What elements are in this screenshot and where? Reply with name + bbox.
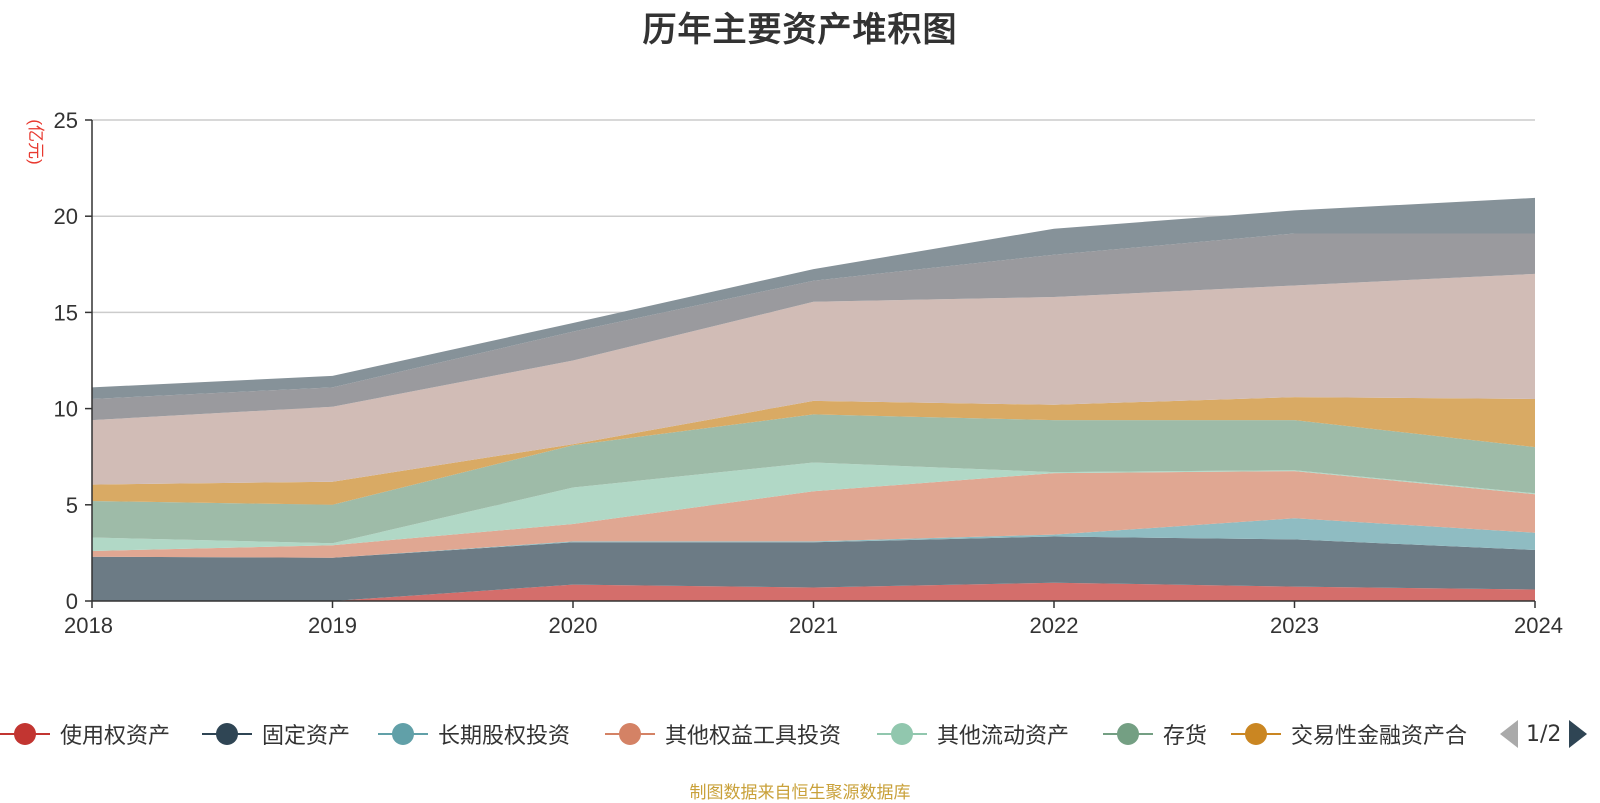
legend-marker-icon <box>605 714 655 754</box>
legend-item[interactable]: 交易性金融资产合 <box>1231 714 1467 754</box>
y-tick-label: 5 <box>66 493 78 518</box>
stacked-area-chart: 0 5 10 15 20 25 2018 2019 2020 2021 2022 2023 2024 (… <box>26 108 1563 638</box>
legend-item[interactable]: 存货 <box>1103 714 1207 754</box>
x-tick-label: 2019 <box>308 613 357 638</box>
legend-label: 交易性金融资产合 <box>1291 724 1468 749</box>
area-series-1 <box>92 582 1535 601</box>
area-series <box>92 197 1535 601</box>
legend-marker-icon <box>378 714 428 754</box>
legend-label: 存货 <box>1163 724 1208 749</box>
legend-next-page-icon[interactable] <box>1569 720 1588 748</box>
y-tick-label: 20 <box>54 204 78 229</box>
area-series-6 <box>92 414 1535 544</box>
axes: 0 5 10 15 20 25 2018 2019 2020 2021 2022 2023 2024 <box>54 108 1563 638</box>
x-tick-label: 2018 <box>64 613 113 638</box>
y-tick-label: 10 <box>54 397 78 422</box>
legend-item[interactable]: 固定资产 <box>202 714 350 754</box>
area-series-4 <box>92 471 1535 558</box>
y-tick-label: 15 <box>54 300 78 325</box>
area-series-5 <box>92 462 1535 551</box>
legend-marker-icon <box>1231 714 1281 754</box>
x-tick-label: 2023 <box>1270 613 1319 638</box>
x-tick-label: 2024 <box>1514 613 1563 638</box>
legend-marker-icon <box>202 714 252 754</box>
x-tick-label: 2022 <box>1030 613 1079 638</box>
legend-label: 使用权资产 <box>60 724 171 749</box>
area-series-10 <box>92 197 1535 399</box>
y-tick-label: 0 <box>66 589 78 614</box>
source-note: 制图数据来自恒生聚源数据库 <box>689 783 911 803</box>
area-series-8 <box>92 273 1535 485</box>
legend-prev-page-icon[interactable] <box>1500 720 1518 748</box>
legend-marker-icon <box>877 714 927 754</box>
y-axis-unit-label: (亿元) <box>26 119 45 164</box>
area-series-3 <box>92 518 1535 558</box>
legend-label: 其他权益工具投资 <box>665 724 842 749</box>
legend-pager: 1/2 <box>1500 716 1588 752</box>
legend-label: 长期股权投资 <box>438 724 571 749</box>
legend-item[interactable]: 使用权资产 <box>0 714 170 754</box>
area-series-9 <box>92 233 1535 421</box>
legend-label: 固定资产 <box>262 724 351 749</box>
legend: 使用权资产 固定资产 长期股权投资 其他权益工具投资 其他流动资产 存货 交易性金融资产合 <box>0 714 1600 754</box>
legend-marker-icon <box>1103 714 1153 754</box>
legend-marker-icon <box>0 714 50 754</box>
x-tick-label: 2021 <box>789 613 838 638</box>
x-tick-label: 2020 <box>549 613 598 638</box>
legend-label: 其他流动资产 <box>937 724 1070 749</box>
legend-item[interactable]: 其他权益工具投资 <box>605 714 841 754</box>
legend-page-indicator: 1/2 <box>1526 721 1562 747</box>
legend-item[interactable]: 长期股权投资 <box>378 714 570 754</box>
area-series-7 <box>92 397 1535 505</box>
area-series-2 <box>92 536 1535 601</box>
legend-item[interactable]: 其他流动资产 <box>877 714 1069 754</box>
y-tick-label: 25 <box>54 108 78 133</box>
chart-title: 历年主要资产堆积图 <box>642 10 958 50</box>
